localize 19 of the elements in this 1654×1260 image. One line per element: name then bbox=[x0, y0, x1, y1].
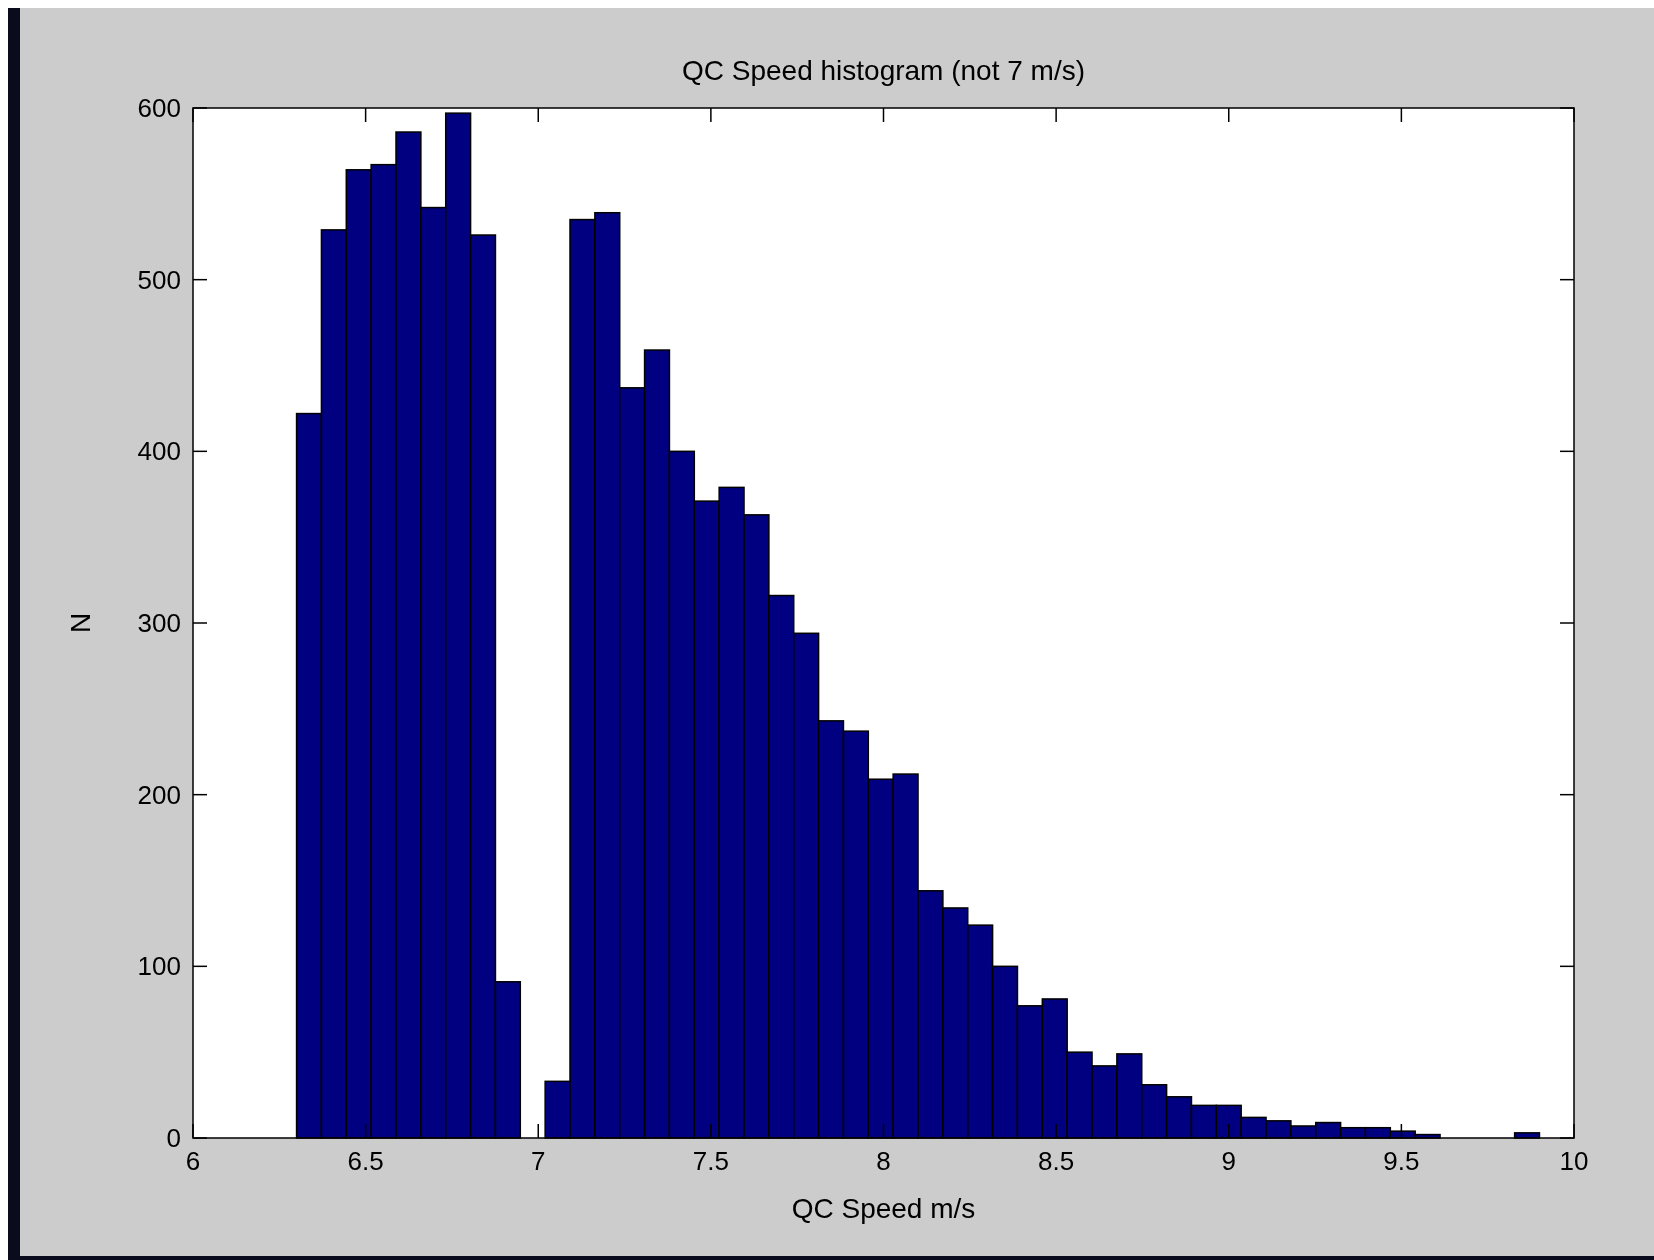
y-tick-label: 600 bbox=[137, 93, 181, 124]
x-tick-label: 6 bbox=[185, 1146, 201, 1176]
chart-title: QC Speed histogram (not 7 m/s) bbox=[681, 55, 1086, 86]
y-tick-label: 500 bbox=[137, 264, 181, 295]
x-tick-label: 10 bbox=[1559, 1146, 1589, 1176]
x-tick-label: 9.5 bbox=[1383, 1146, 1420, 1176]
y-tick-label: 300 bbox=[137, 608, 181, 639]
y-tick-label: 100 bbox=[137, 951, 181, 982]
y-tick-label: 400 bbox=[137, 436, 181, 467]
y-axis-title: N bbox=[65, 612, 96, 634]
x-tick-label: 8.5 bbox=[1038, 1146, 1075, 1176]
y-tick-label: 0 bbox=[166, 1123, 181, 1154]
x-tick-label: 7 bbox=[531, 1146, 546, 1176]
x-tick-label: 7.5 bbox=[692, 1146, 729, 1176]
x-tick-label: 6.5 bbox=[347, 1146, 384, 1176]
y-tick-label: 200 bbox=[137, 779, 181, 810]
x-tick-label: 8 bbox=[876, 1146, 891, 1176]
x-tick-label: 9 bbox=[1221, 1146, 1236, 1176]
x-axis-title: QC Speed m/s bbox=[791, 1193, 976, 1224]
